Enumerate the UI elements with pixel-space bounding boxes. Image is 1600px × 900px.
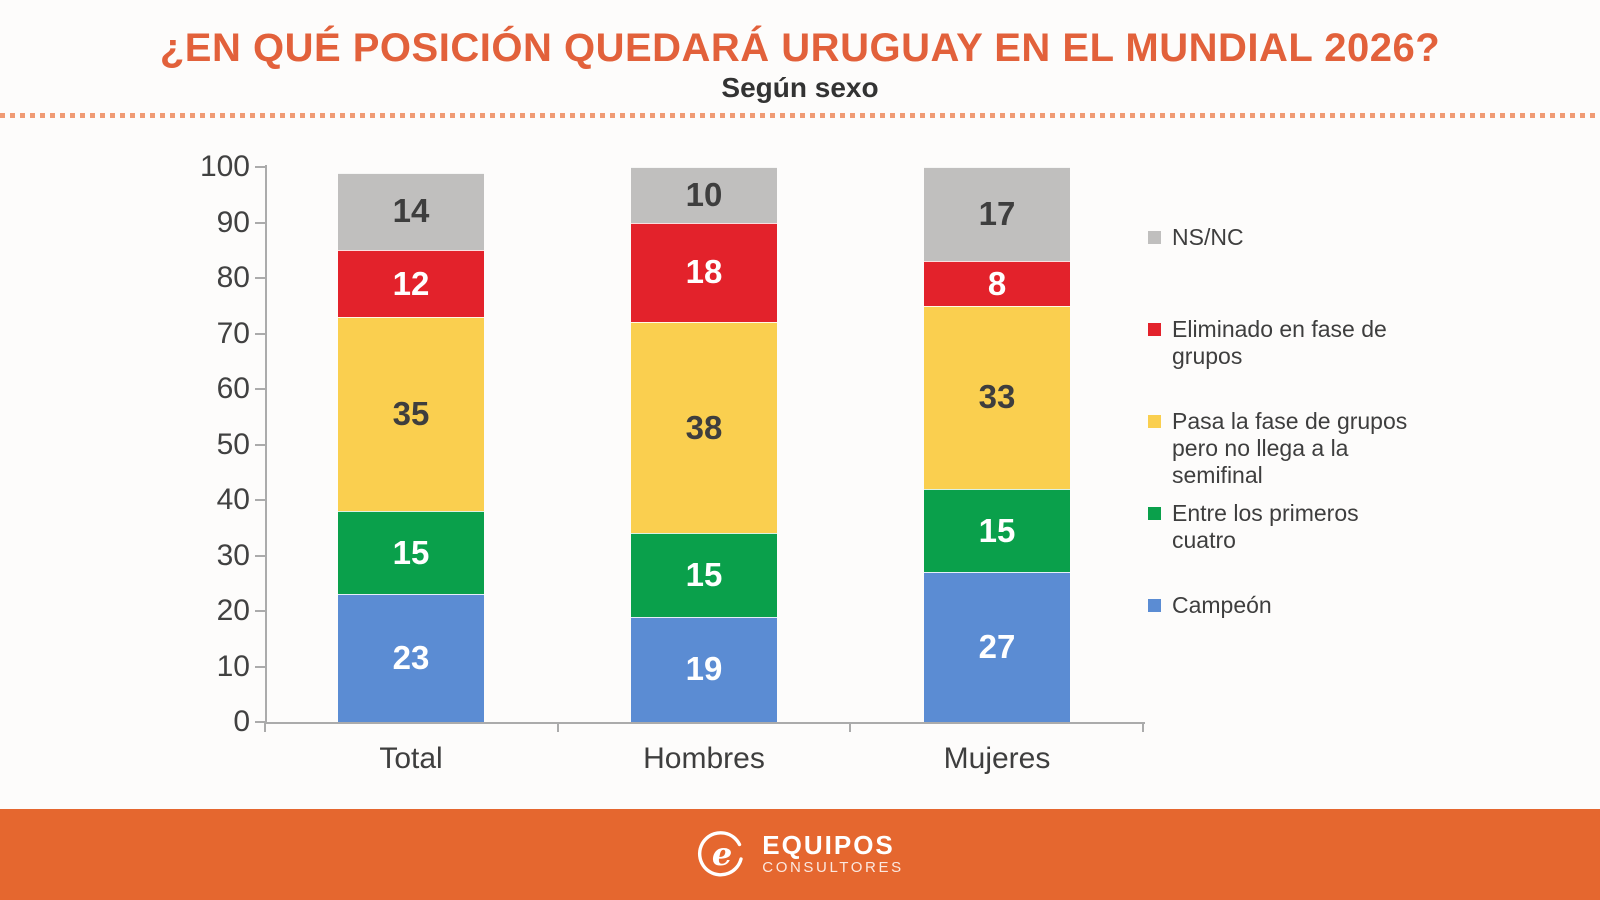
bar-segment-total-entre-los-primeros-cuatro: 15 [338, 511, 484, 595]
brand-name: EQUIPOS [762, 830, 895, 860]
legend-swatch-entre-los-primeros-cuatro [1148, 507, 1161, 520]
page-title: ¿EN QUÉ POSICIÓN QUEDARÁ URUGUAY EN EL M… [159, 26, 1441, 70]
bar-value-label: 14 [392, 192, 430, 230]
bar-value-label: 38 [685, 408, 723, 446]
x-axis-tick [849, 722, 852, 732]
legend-label: NS/NC [1172, 224, 1244, 250]
bar-segment-total-eliminado-en-fase-de-grupos: 12 [338, 250, 484, 317]
y-axis-tick-label: 0 [233, 705, 250, 738]
x-axis-tick [264, 722, 266, 732]
x-axis-tick [1142, 722, 1144, 732]
bar-segment-total-campeon: 23 [338, 594, 484, 722]
y-axis-tick [255, 610, 265, 612]
bar-segment-mujeres-eliminado-en-fase-de-grupos: 8 [924, 261, 1070, 306]
bar-value-label: 27 [978, 628, 1016, 666]
x-axis-category-label: Total [379, 742, 443, 775]
x-axis-category-label: Mujeres [943, 742, 1051, 775]
bar-segment-mujeres-campeon: 27 [924, 572, 1070, 722]
bar-value-label: 18 [685, 253, 723, 291]
bar-value-label: 17 [978, 195, 1016, 233]
bar-value-label: 19 [685, 650, 723, 688]
bar-segment-hombres-pasa-la-fase-de-grupos-pero-no-llega-a-l: 38 [631, 322, 777, 534]
y-axis-tick-label: 40 [216, 483, 250, 516]
y-axis-tick [255, 166, 265, 168]
y-axis-tick-label: 10 [216, 649, 250, 683]
bar-value-label: 15 [685, 555, 723, 593]
y-axis-tick [255, 499, 265, 501]
brand-text: EQUIPOS CONSULTORES [762, 832, 903, 877]
y-axis-line [265, 165, 267, 724]
legend-label: Entre los primeros cuatro [1172, 500, 1359, 553]
y-axis-tick [255, 443, 265, 446]
bar-value-label: 8 [987, 264, 1007, 302]
bar-segment-hombres-entre-los-primeros-cuatro: 15 [631, 533, 777, 617]
footer-bar: e EQUIPOS CONSULTORES [0, 809, 1600, 900]
svg-text:e: e [712, 835, 732, 873]
y-axis-tick-label: 70 [216, 316, 250, 350]
bar-segment-total-pasa-la-fase-de-grupos-pero-no-llega-a-l: 35 [338, 316, 484, 512]
legend-swatch-pasa-la-fase-de-grupos-pero-no-llega-a-l [1148, 415, 1161, 428]
x-axis-category-label: Hombres [643, 742, 765, 775]
brand-subtitle: CONSULTORES [762, 859, 904, 876]
bar-segment-hombres-eliminado-en-fase-de-grupos: 18 [631, 222, 777, 323]
y-axis-tick [255, 554, 265, 557]
bar-segment-hombres-ns-nc: 10 [631, 167, 777, 223]
dotted-divider [0, 113, 1600, 118]
bar-segment-mujeres-ns-nc: 17 [924, 167, 1070, 262]
bar-segment-hombres-campeon: 19 [631, 616, 777, 722]
y-axis-tick-label: 50 [216, 427, 250, 461]
y-axis-tick [255, 221, 265, 224]
bar-value-label: 10 [685, 175, 723, 213]
y-axis-tick-label: 80 [216, 261, 250, 294]
y-axis-tick-label: 60 [216, 372, 250, 405]
y-axis-tick [255, 388, 265, 390]
legend-swatch-campeon [1148, 599, 1161, 612]
y-axis-tick [255, 721, 265, 723]
y-axis-tick [255, 665, 265, 668]
brand-logo: e EQUIPOS CONSULTORES [696, 829, 903, 881]
bar-segment-mujeres-pasa-la-fase-de-grupos-pero-no-llega-a-l: 33 [924, 305, 1070, 489]
bar-value-label: 33 [978, 378, 1016, 416]
y-axis-tick-label: 100 [199, 150, 250, 183]
legend-label: Eliminado en fase de grupos [1172, 316, 1387, 369]
bar-value-label: 15 [392, 533, 430, 571]
x-axis-tick [556, 722, 559, 732]
legend-label: Pasa la fase de grupos pero no llega a l… [1172, 408, 1408, 488]
legend-label: Campeón [1172, 592, 1272, 618]
bar-segment-total-ns-nc: 14 [338, 172, 484, 251]
bar-value-label: 23 [392, 639, 430, 677]
y-axis-tick-label: 30 [216, 538, 250, 572]
y-axis-tick [255, 332, 265, 335]
equipos-logo-icon: e [698, 830, 743, 876]
y-axis-tick-label: 90 [216, 205, 250, 239]
bar-value-label: 12 [392, 264, 430, 302]
y-axis-tick [255, 277, 265, 279]
y-axis-tick-label: 20 [216, 594, 250, 627]
legend-swatch-eliminado-en-fase-de-grupos [1148, 323, 1161, 336]
stacked-bar-chart: 0 10 20 30 40 50 60 70 80 90 100 23 15 35 12 14 Total 19 1… [199, 150, 1408, 776]
legend-swatch-ns-nc [1148, 231, 1161, 244]
page-subtitle: Según sexo [721, 72, 879, 103]
x-axis-line [265, 722, 1145, 724]
bar-value-label: 15 [978, 511, 1016, 549]
bar-value-label: 35 [392, 394, 430, 432]
bar-segment-mujeres-entre-los-primeros-cuatro: 15 [924, 488, 1070, 573]
